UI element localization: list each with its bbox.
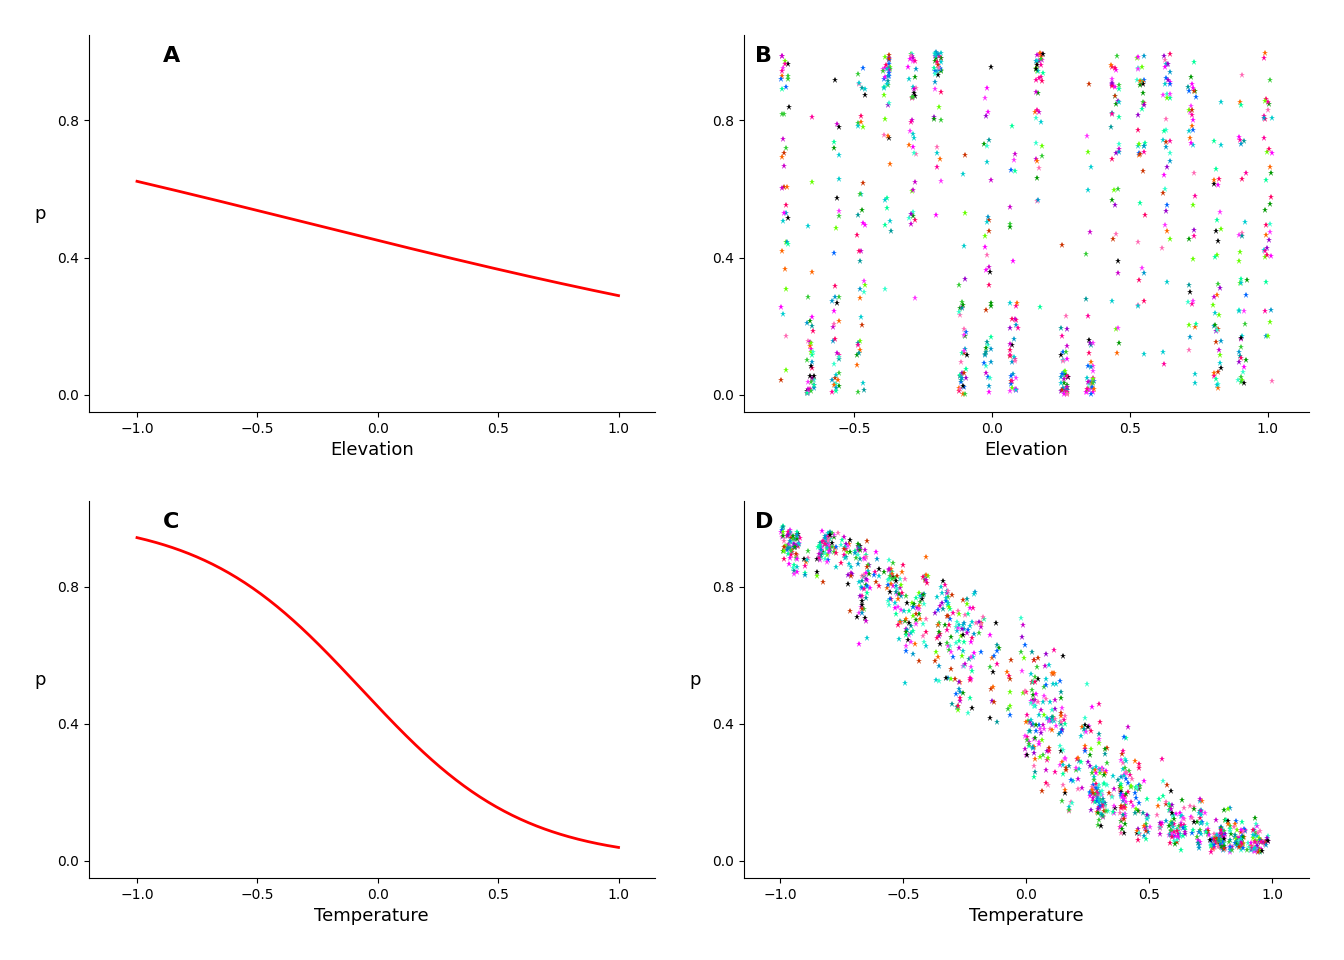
Text: C: C [163, 512, 179, 532]
X-axis label: Elevation: Elevation [985, 442, 1068, 459]
Y-axis label: p: p [689, 671, 700, 689]
Text: B: B [755, 46, 771, 66]
X-axis label: Temperature: Temperature [969, 907, 1083, 925]
X-axis label: Temperature: Temperature [314, 907, 429, 925]
Y-axis label: p: p [35, 671, 46, 689]
X-axis label: Elevation: Elevation [329, 442, 414, 459]
Text: A: A [163, 46, 180, 66]
Text: D: D [755, 512, 773, 532]
Y-axis label: p: p [35, 205, 46, 224]
